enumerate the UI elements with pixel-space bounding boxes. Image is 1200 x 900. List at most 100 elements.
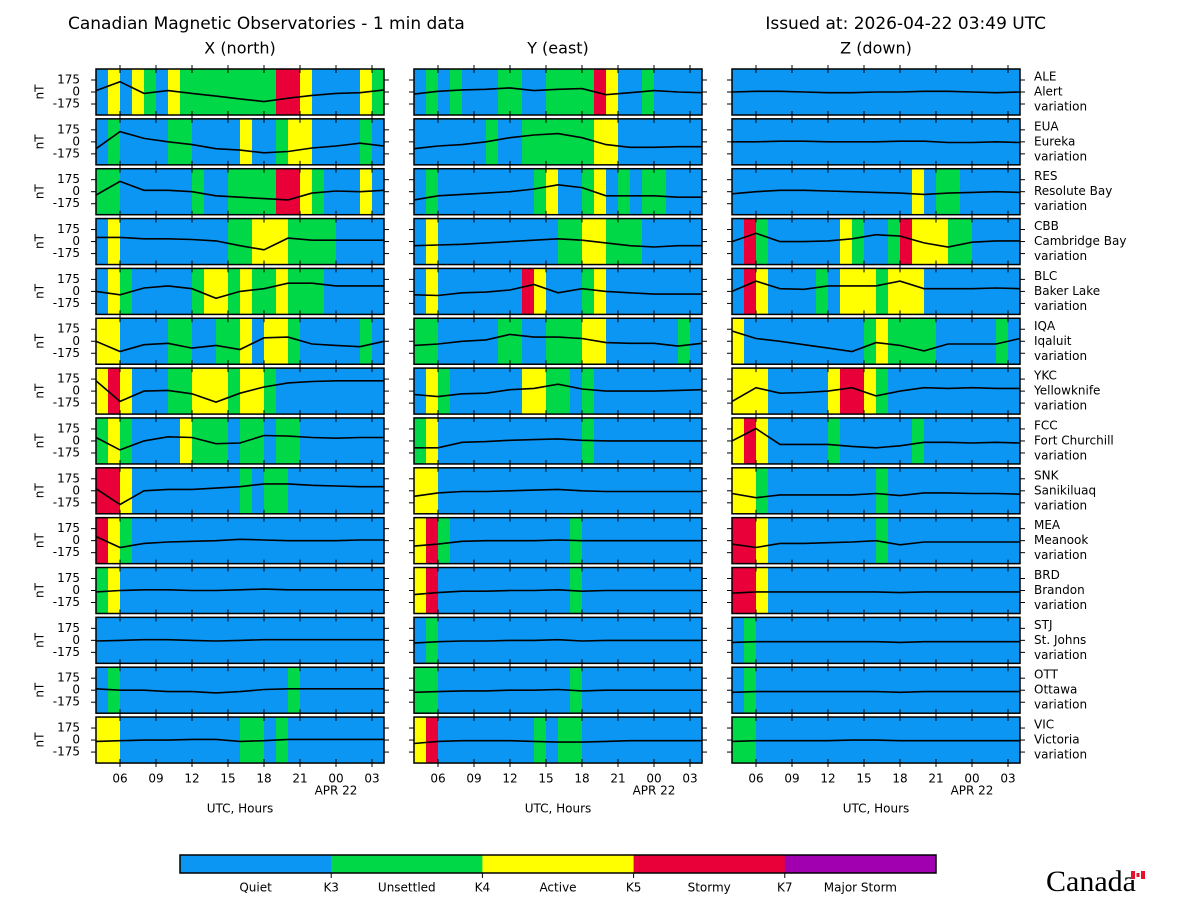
legend-swatch xyxy=(482,855,634,873)
activity-level xyxy=(780,667,793,714)
activity-level xyxy=(348,118,361,165)
station-name: Cambridge Bay xyxy=(1034,234,1126,248)
activity-level xyxy=(546,218,559,265)
station-code: BLC xyxy=(1034,269,1057,283)
activity-level xyxy=(924,467,937,514)
activity-level xyxy=(144,517,157,564)
activity-level xyxy=(570,118,583,165)
page-title: Canadian Magnetic Observatories - 1 min … xyxy=(68,14,465,34)
station-code: RES xyxy=(1034,169,1058,183)
activity-level xyxy=(96,467,109,514)
activity-level xyxy=(288,218,301,265)
activity-level xyxy=(288,118,301,165)
y-axis-label: nT xyxy=(33,134,47,150)
activity-level xyxy=(264,218,277,265)
activity-level xyxy=(840,667,853,714)
panel xyxy=(91,663,389,718)
activity-level xyxy=(510,417,523,464)
activity-level xyxy=(312,417,325,464)
activity-level xyxy=(522,368,535,415)
y-tick-label: 0 xyxy=(72,583,80,597)
activity-level xyxy=(180,318,193,365)
station-code: BRD xyxy=(1034,568,1060,582)
y-axis-label: nT xyxy=(33,483,47,499)
station-label: variation xyxy=(1034,498,1087,512)
activity-level xyxy=(192,168,205,215)
y-tick-label: 175 xyxy=(57,222,80,236)
activity-level xyxy=(558,717,571,764)
activity-level xyxy=(948,318,961,365)
activity-level xyxy=(168,218,181,265)
activity-level xyxy=(360,368,373,415)
activity-level xyxy=(534,168,547,215)
column-title: Z (down) xyxy=(840,39,912,58)
activity-level xyxy=(804,617,817,664)
panel xyxy=(409,613,707,668)
activity-level xyxy=(192,368,205,415)
panel xyxy=(91,164,389,219)
activity-level xyxy=(522,69,535,115)
activity-level xyxy=(276,567,289,614)
activity-level xyxy=(144,118,157,165)
activity-level xyxy=(768,168,781,215)
activity-level xyxy=(876,368,889,415)
activity-level xyxy=(630,218,643,265)
activity-level xyxy=(984,517,997,564)
y-tick-label: 175 xyxy=(57,322,80,336)
activity-level xyxy=(972,617,985,664)
activity-level xyxy=(132,368,145,415)
activity-level xyxy=(642,118,655,165)
activity-level xyxy=(900,567,913,614)
activity-level xyxy=(678,218,691,265)
activity-level xyxy=(324,667,337,714)
activity-level xyxy=(324,268,337,315)
y-axis-label: nT xyxy=(33,582,47,598)
activity-level xyxy=(108,467,121,514)
x-tick-label: 15 xyxy=(538,772,553,786)
activity-level xyxy=(744,218,757,265)
activity-level xyxy=(534,118,547,165)
activity-level xyxy=(204,467,217,514)
panel xyxy=(409,314,707,369)
date-label: APR 22 xyxy=(315,784,358,798)
activity-level xyxy=(96,517,109,564)
station-label: variation xyxy=(1034,149,1087,163)
activity-level xyxy=(96,717,109,764)
activity-level xyxy=(876,667,889,714)
panel xyxy=(409,513,707,568)
activity-level xyxy=(300,218,313,265)
activity-level xyxy=(618,118,631,165)
y-axis-label: nT xyxy=(33,632,47,648)
activity-level xyxy=(120,69,133,115)
activity-level xyxy=(690,218,703,265)
y-tick-label: 0 xyxy=(72,234,80,248)
activity-level xyxy=(228,368,241,415)
activity-level xyxy=(744,617,757,664)
activity-level xyxy=(438,567,451,614)
trace xyxy=(413,638,702,644)
station-code: FCC xyxy=(1034,418,1058,432)
activity-level xyxy=(804,667,817,714)
activity-level xyxy=(888,168,901,215)
activity-level xyxy=(204,268,217,315)
date-label: APR 22 xyxy=(633,784,676,798)
activity-level xyxy=(252,218,265,265)
activity-level xyxy=(204,318,217,365)
y-tick-label: -175 xyxy=(53,695,80,709)
activity-level xyxy=(288,318,301,365)
activity-level xyxy=(888,218,901,265)
activity-level xyxy=(912,318,925,365)
panel xyxy=(409,264,707,319)
activity-level xyxy=(522,268,535,315)
activity-level xyxy=(828,268,841,315)
activity-level xyxy=(168,667,181,714)
activity-level xyxy=(462,168,475,215)
y-tick-label: -175 xyxy=(53,545,80,559)
panel xyxy=(727,513,1025,568)
activity-level xyxy=(864,218,877,265)
activity-level xyxy=(450,717,463,764)
activity-level xyxy=(414,717,427,764)
activity-level xyxy=(756,567,769,614)
x-tick-label: 18 xyxy=(892,772,907,786)
activity-level xyxy=(336,218,349,265)
